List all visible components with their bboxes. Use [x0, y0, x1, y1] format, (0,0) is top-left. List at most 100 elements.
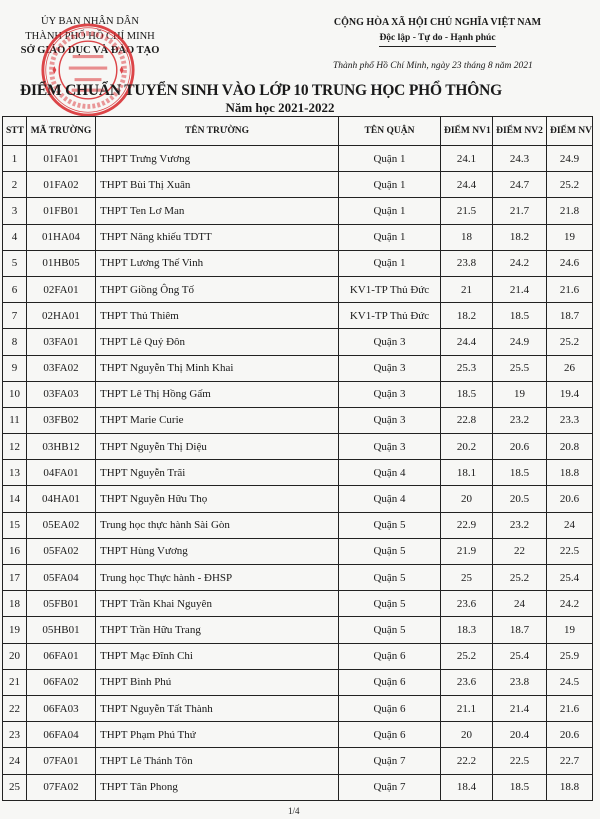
national-header: CỘNG HÒA XÃ HỘI CHỦ NGHĨA VIỆT NAM Độc l…: [320, 16, 555, 47]
table-row: 21 06FA02 THPT Bình Phú Quận 6 23.6 23.8 24.5: [2, 668, 593, 696]
cell-score-nv2: 22.5: [492, 747, 547, 775]
cell-score-nv1: 21.5: [440, 197, 493, 225]
cell-district: Quận 1: [338, 223, 441, 251]
issue-date: Thành phố Hồ Chí Minh, ngày 23 tháng 8 n…: [333, 61, 533, 71]
cell-score-nv2: 24.9: [492, 328, 547, 356]
cell-school-name: THPT Mạc Đĩnh Chi: [95, 642, 339, 670]
cell-stt: 18: [2, 590, 27, 618]
cell-score-nv2: 20.6: [492, 433, 547, 461]
cell-stt: 20: [2, 642, 27, 670]
cell-stt: 25: [2, 773, 27, 801]
cell-score-nv1: 25.3: [440, 354, 493, 382]
cell-school-name: Trung học Thực hành - ĐHSP: [95, 563, 339, 592]
cell-district: Quận 1: [338, 197, 441, 225]
cell-score-nv1: 25: [440, 563, 493, 592]
cell-school-name: THPT Nguyễn Tất Thành: [95, 694, 339, 723]
cell-score-nv2: 18.5: [492, 302, 547, 330]
cell-stt: 12: [2, 433, 27, 461]
cell-school-code: 05FB01: [26, 590, 96, 618]
cell-school-name: THPT Nguyễn Thị Minh Khai: [95, 354, 339, 382]
cell-school-code: 03FA01: [26, 328, 96, 356]
document-title: ĐIỂM CHUẨN TUYỂN SINH VÀO LỚP 10 TRUNG H…: [20, 82, 502, 99]
cell-score-nv2: 24.7: [492, 171, 547, 199]
cell-stt: 7: [2, 302, 27, 330]
cell-stt: 19: [2, 616, 27, 644]
cell-school-code: 01HA04: [26, 223, 96, 251]
national-motto: Độc lập - Tự do - Hạnh phúc: [379, 31, 496, 47]
cell-score-nv2: 21.4: [492, 275, 547, 304]
cell-stt: 1: [2, 144, 27, 173]
cell-district: KV1-TP Thủ Đức: [338, 302, 441, 330]
cell-score-nv3: 24: [546, 511, 593, 539]
cell-school-code: 07FA01: [26, 747, 96, 775]
cell-score-nv3: 19.4: [546, 380, 593, 408]
table-row: 2 01FA02 THPT Bùi Thị Xuân Quận 1 24.4 24.7 25…: [2, 171, 593, 199]
agency-line-2: THÀNH PHỐ HỒ CHÍ MINH: [25, 30, 155, 42]
cell-school-code: 02HA01: [26, 302, 96, 330]
cell-school-name: THPT Lương Thế Vinh: [95, 249, 339, 277]
cell-score-nv1: 18.5: [440, 380, 493, 408]
header-score-nv2: ĐIỂM NV2: [492, 116, 547, 146]
cell-school-code: 05HB01: [26, 616, 96, 644]
cell-school-code: 06FA03: [26, 694, 96, 723]
header-score-nv1: ĐIỂM NV1: [440, 116, 493, 146]
cell-stt: 2: [2, 171, 27, 199]
cell-score-nv2: 19: [492, 380, 547, 408]
cell-district: Quận 4: [338, 459, 441, 487]
table-row: 25 07FA02 THPT Tân Phong Quận 7 18.4 18.5 18.8: [2, 773, 593, 801]
table-row: 17 05FA04 Trung học Thực hành - ĐHSP Quận 5…: [2, 563, 593, 592]
cell-score-nv2: 21.4: [492, 694, 547, 723]
cell-school-code: 05EA02: [26, 511, 96, 539]
cell-score-nv1: 23.6: [440, 668, 493, 696]
cell-score-nv2: 24.2: [492, 249, 547, 277]
cell-score-nv3: 24.6: [546, 249, 593, 277]
cell-stt: 15: [2, 511, 27, 539]
cell-stt: 11: [2, 406, 27, 435]
cell-score-nv3: 18.7: [546, 302, 593, 330]
cell-stt: 16: [2, 537, 27, 566]
cell-score-nv1: 22.8: [440, 406, 493, 435]
cell-school-code: 03FA02: [26, 354, 96, 382]
table-row: 20 06FA01 THPT Mạc Đĩnh Chi Quận 6 25.2 25.4 2…: [2, 642, 593, 670]
cell-school-code: 04HA01: [26, 485, 96, 513]
header-school-name: TÊN TRƯỜNG: [95, 116, 339, 146]
cell-district: Quận 3: [338, 380, 441, 408]
cell-school-name: THPT Nguyễn Hữu Thọ: [95, 485, 339, 513]
cell-district: Quận 6: [338, 721, 441, 749]
table-row: 3 01FB01 THPT Ten Lơ Man Quận 1 21.5 21.7 21.8: [2, 197, 593, 225]
cell-score-nv1: 20: [440, 721, 493, 749]
cell-district: Quận 3: [338, 328, 441, 356]
cell-score-nv3: 20.6: [546, 485, 593, 513]
cell-score-nv1: 20: [440, 485, 493, 513]
table-row: 18 05FB01 THPT Trần Khai Nguyên Quận 5 23.6 2…: [2, 590, 593, 618]
cell-school-name: THPT Trần Khai Nguyên: [95, 590, 339, 618]
cell-district: KV1-TP Thủ Đức: [338, 275, 441, 304]
cell-score-nv3: 25.2: [546, 328, 593, 356]
agency-header: ỦY BAN NHÂN DÂN THÀNH PHỐ HỒ CHÍ MINH SỞ…: [5, 15, 175, 59]
cell-score-nv2: 23.2: [492, 511, 547, 539]
cell-score-nv3: 21.6: [546, 694, 593, 723]
cell-score-nv2: 18.7: [492, 616, 547, 644]
cell-district: Quận 5: [338, 563, 441, 592]
cell-district: Quận 1: [338, 171, 441, 199]
cell-school-name: THPT Lê Thánh Tôn: [95, 747, 339, 775]
cell-score-nv1: 22.2: [440, 747, 493, 775]
cell-stt: 6: [2, 275, 27, 304]
cell-score-nv1: 23.8: [440, 249, 493, 277]
cell-school-name: THPT Năng khiếu TDTT: [95, 223, 339, 251]
table-row: 7 02HA01 THPT Thủ Thiêm KV1-TP Thủ Đức 18.2 1…: [2, 302, 593, 330]
cell-school-code: 06FA02: [26, 668, 96, 696]
table-row: 1 01FA01 THPT Trưng Vương Quận 1 24.1 24.3 24.…: [2, 144, 593, 173]
table-row: 23 06FA04 THPT Phạm Phú Thứ Quận 6 20 20.4 20.…: [2, 721, 593, 749]
cell-district: Quận 6: [338, 668, 441, 696]
cell-stt: 17: [2, 563, 27, 592]
cell-school-code: 06FA01: [26, 642, 96, 670]
cell-stt: 9: [2, 354, 27, 382]
cell-score-nv3: 22.5: [546, 537, 593, 566]
cell-school-name: Trung học thực hành Sài Gòn: [95, 511, 339, 539]
cell-school-code: 01FA02: [26, 171, 96, 199]
cell-stt: 22: [2, 694, 27, 723]
cell-school-code: 03HB12: [26, 433, 96, 461]
table-row: 8 03FA01 THPT Lê Quý Đôn Quận 3 24.4 24.9 25.2: [2, 328, 593, 356]
cell-school-name: THPT Hùng Vương: [95, 537, 339, 566]
